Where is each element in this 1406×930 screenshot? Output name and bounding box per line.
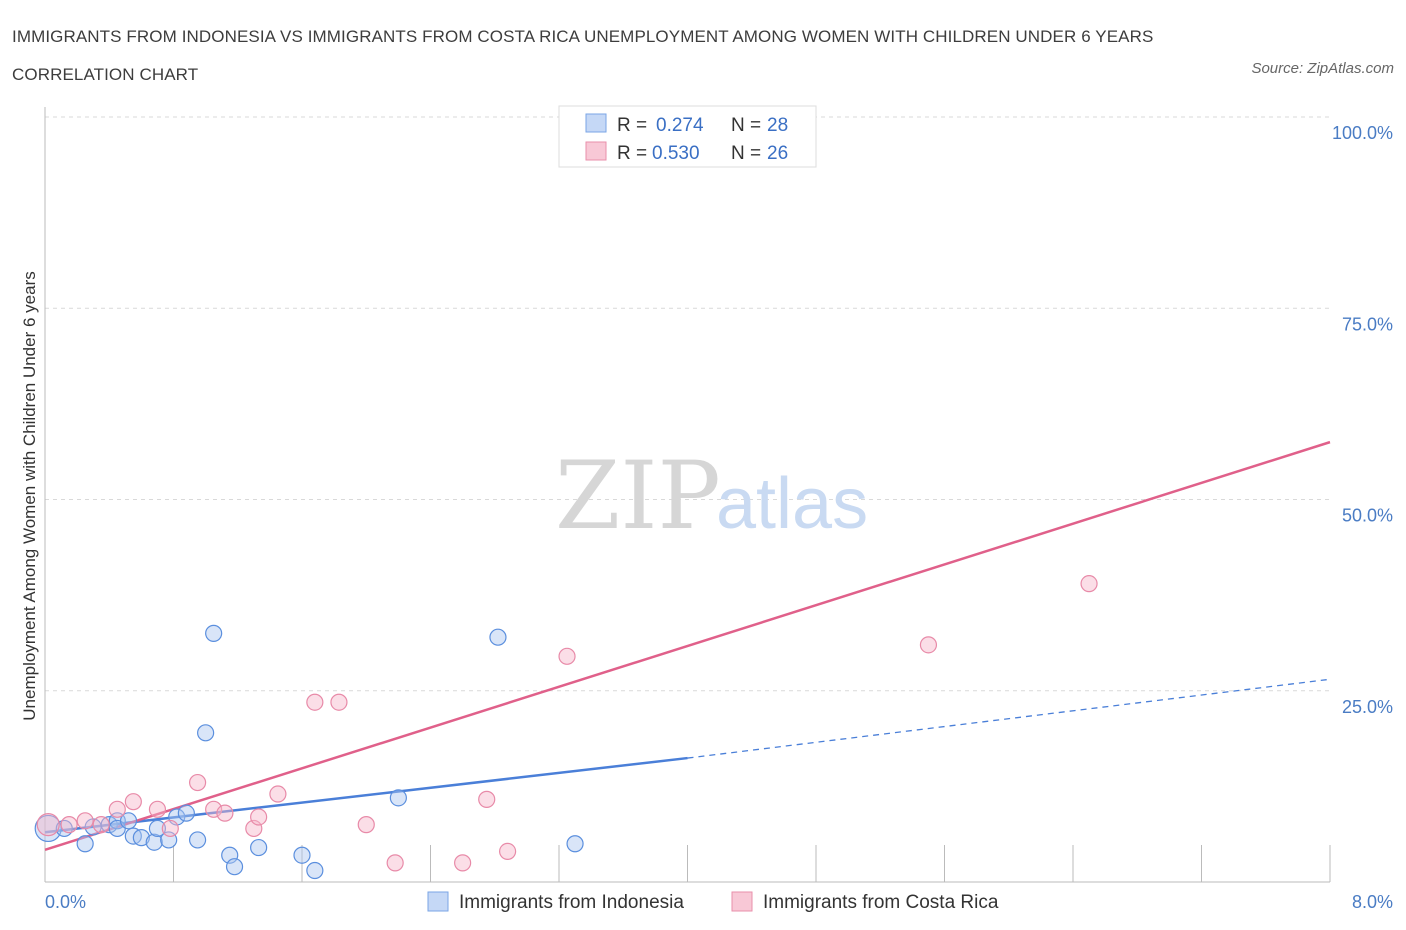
point-indonesia <box>34 814 62 843</box>
point-indonesia <box>293 846 311 864</box>
point-costa-rica <box>919 636 938 654</box>
point-costa-rica <box>1080 575 1098 593</box>
y-tick-label: 25.0% <box>1342 697 1393 717</box>
point-costa-rica <box>60 816 78 834</box>
point-indonesia <box>306 861 324 880</box>
watermark-zip: ZIP <box>555 442 721 551</box>
point-costa-rica <box>188 773 207 792</box>
point-indonesia <box>389 789 407 807</box>
point-costa-rica <box>124 793 142 811</box>
chart-title: IMMIGRANTS FROM INDONESIA VS IMMIGRANTS … <box>12 27 1154 84</box>
x-tick-label-min: 0.0% <box>45 892 86 912</box>
point-costa-rica <box>454 854 472 872</box>
point-indonesia <box>76 835 94 853</box>
trend-line-indonesia <box>44 756 688 834</box>
legend-r-value-indonesia: 0.274 <box>656 115 704 136</box>
point-costa-rica <box>250 808 268 826</box>
point-costa-rica <box>216 804 234 822</box>
data-points <box>34 108 1098 880</box>
point-indonesia <box>566 835 584 853</box>
bottom-legend-swatch-indonesia <box>427 891 449 912</box>
point-costa-rica <box>161 819 179 838</box>
x-tick-label-max: 8.0% <box>1352 892 1393 912</box>
point-costa-rica <box>269 785 287 803</box>
point-costa-rica <box>205 800 223 818</box>
point-costa-rica <box>306 693 324 711</box>
legend-swatch-costa-rica <box>585 141 607 161</box>
point-indonesia <box>177 804 195 822</box>
source-label: Source: ZipAtlas.com <box>1251 60 1394 77</box>
legend-n-value-costa-rica: 26 <box>767 143 788 164</box>
point-indonesia <box>119 812 138 830</box>
point-costa-rica <box>92 816 110 834</box>
trend-line-costa-rica <box>44 440 1331 852</box>
series-legend: Immigrants from Indonesia Immigrants fro… <box>427 891 999 913</box>
point-indonesia <box>197 724 215 742</box>
point-costa-rica <box>36 813 60 837</box>
stats-legend: R = 0.274 N = 28 R = 0.530 N = 26 <box>558 105 817 168</box>
point-costa-rica <box>148 800 167 818</box>
legend-r-label-costa-rica: R = <box>617 143 647 164</box>
point-costa-rica <box>330 693 348 711</box>
trend-line-indonesia-extension <box>687 678 1331 759</box>
point-indonesia <box>148 819 167 838</box>
axes <box>44 107 1331 883</box>
legend-n-label-costa-rica: N = <box>731 143 761 164</box>
point-indonesia <box>145 833 163 851</box>
bottom-legend-swatch-costa-rica <box>731 891 753 912</box>
point-costa-rica <box>386 854 404 872</box>
y-tick-labels: 25.0% 50.0% 75.0% 100.0% <box>1332 123 1393 717</box>
legend-r-label-indonesia: R = <box>617 115 647 136</box>
y-axis-label: Unemployment Among Women with Children U… <box>20 271 39 720</box>
point-costa-rica <box>108 800 126 818</box>
watermark-atlas: atlas <box>716 464 868 544</box>
point-indonesia <box>188 831 207 849</box>
point-indonesia <box>132 829 150 847</box>
y-tick-label: 50.0% <box>1342 506 1393 526</box>
legend-n-value-indonesia: 28 <box>767 115 788 136</box>
y-tick-label: 100.0% <box>1332 123 1393 143</box>
y-tick-label: 75.0% <box>1342 314 1393 334</box>
point-indonesia <box>205 624 223 642</box>
point-costa-rica <box>76 812 94 830</box>
trend-lines <box>44 440 1331 852</box>
bottom-legend-label-costa-rica: Immigrants from Costa Rica <box>763 892 999 913</box>
point-indonesia <box>489 628 507 646</box>
point-costa-rica <box>478 790 496 808</box>
legend-swatch-indonesia <box>585 113 607 133</box>
point-indonesia <box>225 858 244 876</box>
point-costa-rica <box>357 816 375 834</box>
point-indonesia <box>250 838 268 857</box>
point-costa-rica <box>499 842 517 861</box>
legend-n-label-indonesia: N = <box>731 115 761 136</box>
bottom-legend-label-indonesia: Immigrants from Indonesia <box>459 892 684 913</box>
grid-lines <box>45 116 1330 692</box>
legend-r-value-costa-rica: 0.530 <box>652 143 700 164</box>
point-costa-rica <box>558 647 576 665</box>
